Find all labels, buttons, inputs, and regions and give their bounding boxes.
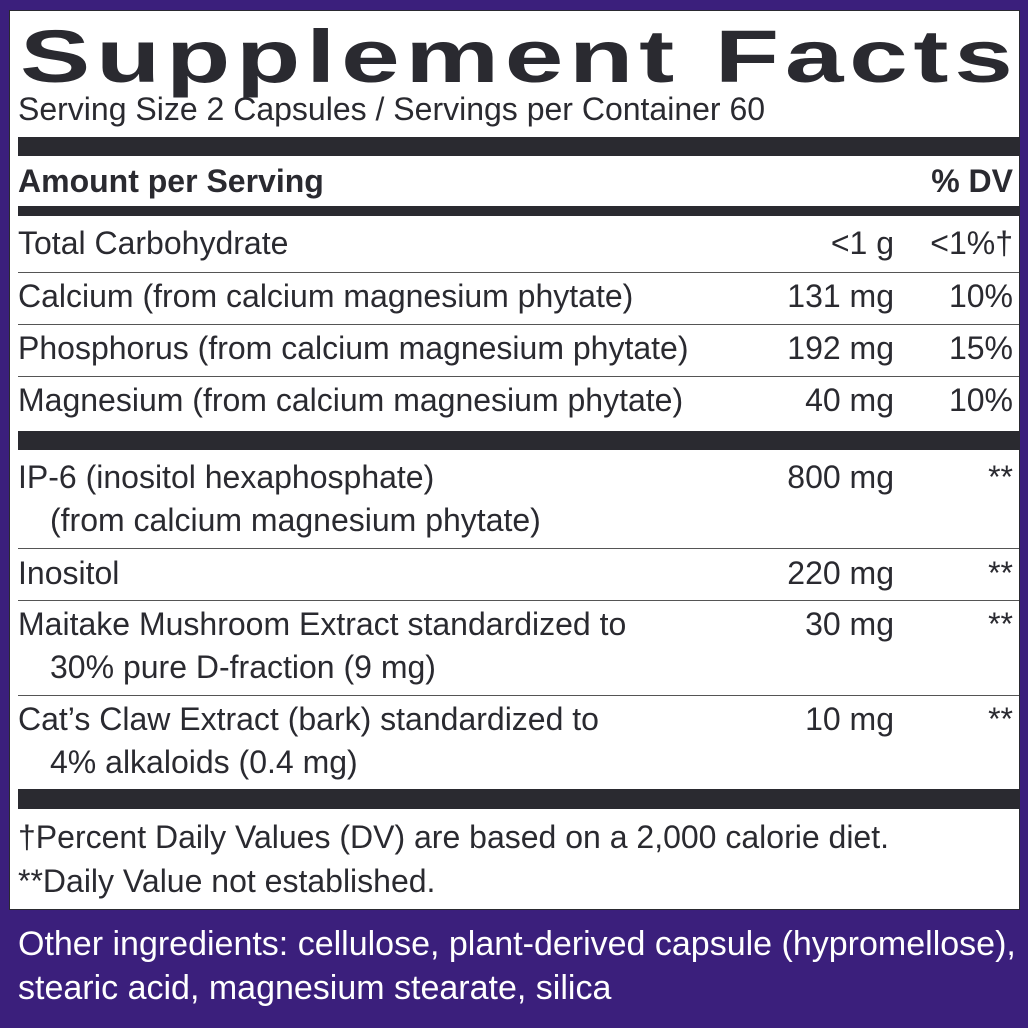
nutrient-amount: 131 mg <box>787 278 894 314</box>
nutrient-dv: 15% <box>948 330 1013 366</box>
ingredient-amount: 800 mg <box>787 459 894 495</box>
ingredient-name: IP-6 (inositol hexaphosphate) <box>18 459 435 495</box>
row-divider <box>18 548 1019 549</box>
ingredient-name: Cat’s Claw Extract (bark) standardized t… <box>18 701 599 737</box>
divider-thick <box>18 137 1019 156</box>
title: Supplement Facts <box>20 15 1019 98</box>
row-divider <box>18 376 1019 377</box>
row-divider <box>18 272 1019 273</box>
ingredient-subtext: (from calcium magnesium phytate) <box>50 502 541 538</box>
footnote-dv: †Percent Daily Values (DV) are based on … <box>18 819 889 855</box>
divider-thick <box>18 431 1019 450</box>
row-divider <box>18 695 1019 696</box>
ingredient-dv: ** <box>988 701 1013 737</box>
ingredient-subtext: 4% alkaloids (0.4 mg) <box>50 744 358 780</box>
nutrient-name: Total Carbohydrate <box>18 225 289 261</box>
nutrient-dv: <1%† <box>930 225 1013 261</box>
nutrient-name: Phosphorus (from calcium magnesium phyta… <box>18 330 689 366</box>
row-divider <box>18 600 1019 601</box>
supplement-facts-panel: Supplement Facts Serving Size 2 Capsules… <box>9 10 1020 910</box>
other-ingredients: Other ingredients: cellulose, plant-deri… <box>18 925 1016 1007</box>
amount-header: Amount per Serving <box>18 163 324 199</box>
divider-thick <box>18 789 1019 809</box>
ingredient-amount: 10 mg <box>805 701 894 737</box>
ingredient-name: Inositol <box>18 555 120 591</box>
ingredient-name: Maitake Mushroom Extract standardized to <box>18 606 627 642</box>
ingredient-dv: ** <box>988 459 1013 495</box>
ingredient-dv: ** <box>988 606 1013 642</box>
divider-medium <box>18 206 1019 216</box>
nutrient-amount: <1 g <box>830 225 894 261</box>
ingredient-dv: ** <box>988 555 1013 591</box>
dv-header: % DV <box>931 163 1013 199</box>
nutrient-amount: 40 mg <box>805 382 894 418</box>
ingredient-amount: 220 mg <box>787 555 894 591</box>
row-divider <box>18 324 1019 325</box>
nutrient-name: Magnesium (from calcium magnesium phytat… <box>18 382 684 418</box>
ingredient-amount: 30 mg <box>805 606 894 642</box>
nutrient-name: Calcium (from calcium magnesium phytate) <box>18 278 634 314</box>
nutrient-amount: 192 mg <box>787 330 894 366</box>
nutrient-dv: 10% <box>948 382 1013 418</box>
serving-info: Serving Size 2 Capsules / Servings per C… <box>18 91 766 127</box>
nutrient-dv: 10% <box>948 278 1013 314</box>
ingredient-subtext: 30% pure D-fraction (9 mg) <box>50 649 436 685</box>
footnote-not-established: **Daily Value not established. <box>18 863 436 899</box>
